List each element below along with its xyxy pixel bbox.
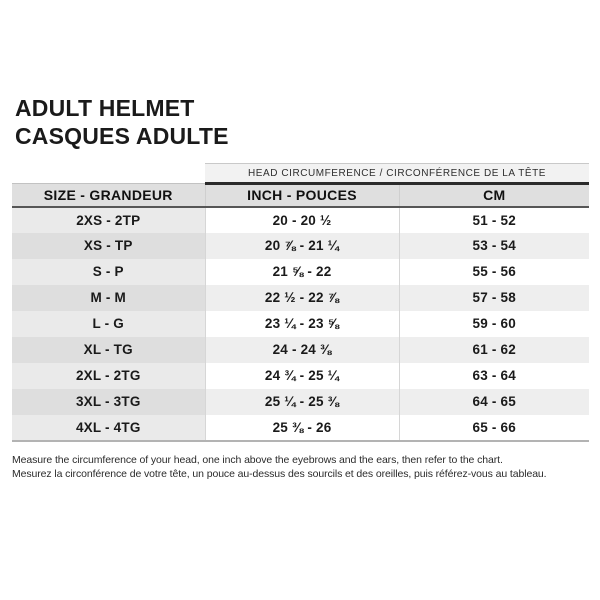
- size-chart-table: HEAD CIRCUMFERENCE / CIRCONFÉRENCE DE LA…: [12, 163, 589, 442]
- size-cell: M - M: [12, 284, 205, 311]
- inch-cell: 20 - 20 ½: [204, 206, 399, 233]
- column-header-inch: INCH - POUCES: [204, 183, 399, 208]
- inch-cell: 22 ½ - 22 ⅞: [204, 284, 399, 311]
- inch-cell: 23 ¼ - 23 ⅝: [204, 310, 399, 337]
- size-cell: 2XL - 2TG: [12, 362, 205, 389]
- cm-cell: 51 - 52: [398, 206, 589, 233]
- cm-cell: 61 - 62: [398, 336, 589, 363]
- cm-cell: 64 - 65: [398, 388, 589, 415]
- column-header-cm: CM: [398, 183, 589, 208]
- table-row: 2XS - 2TP 20 - 20 ½ 51 - 52: [12, 206, 589, 233]
- column-header-size: SIZE - GRANDEUR: [12, 183, 205, 208]
- table-row: XL - TG 24 - 24 ⅜ 61 - 62: [12, 336, 589, 363]
- size-cell: XS - TP: [12, 232, 205, 259]
- table-row: M - M 22 ½ - 22 ⅞ 57 - 58: [12, 284, 589, 311]
- inch-cell: 20 ⅞ - 21 ¼: [204, 232, 399, 259]
- size-cell: L - G: [12, 310, 205, 337]
- cm-cell: 65 - 66: [398, 414, 589, 442]
- size-cell: 2XS - 2TP: [12, 206, 205, 233]
- inch-cell: 21 ⅝ - 22: [204, 258, 399, 285]
- cm-cell: 63 - 64: [398, 362, 589, 389]
- size-cell: S - P: [12, 258, 205, 285]
- cm-cell: 55 - 56: [398, 258, 589, 285]
- cm-cell: 57 - 58: [398, 284, 589, 311]
- table-row: L - G 23 ¼ - 23 ⅝ 59 - 60: [12, 310, 589, 337]
- title-line-fr: CASQUES ADULTE: [15, 123, 229, 149]
- inch-cell: 24 - 24 ⅜: [204, 336, 399, 363]
- title-line-en: ADULT HELMET: [15, 95, 195, 121]
- inch-cell: 25 ¼ - 25 ⅜: [204, 388, 399, 415]
- empty-corner-cell: [12, 163, 205, 184]
- table-header-row: SIZE - GRANDEUR INCH - POUCES CM: [12, 183, 589, 208]
- size-cell: XL - TG: [12, 336, 205, 363]
- size-cell: 3XL - 3TG: [12, 388, 205, 415]
- table-row: S - P 21 ⅝ - 22 55 - 56: [12, 258, 589, 285]
- head-circumference-header: HEAD CIRCUMFERENCE / CIRCONFÉRENCE DE LA…: [205, 163, 589, 185]
- cm-cell: 53 - 54: [398, 232, 589, 259]
- page-title: ADULT HELMET CASQUES ADULTE: [15, 94, 588, 150]
- span-header-row: HEAD CIRCUMFERENCE / CIRCONFÉRENCE DE LA…: [12, 163, 589, 185]
- table-row: 4XL - 4TG 25 ⅜ - 26 65 - 66: [12, 414, 589, 442]
- inch-cell: 24 ¾ - 25 ¼: [204, 362, 399, 389]
- instruction-line-en: Measure the circumference of your head, …: [12, 453, 503, 466]
- cm-cell: 59 - 60: [398, 310, 589, 337]
- table-row: XS - TP 20 ⅞ - 21 ¼ 53 - 54: [12, 232, 589, 259]
- size-cell: 4XL - 4TG: [12, 414, 205, 442]
- measure-instructions: Measure the circumference of your head, …: [12, 453, 588, 482]
- inch-cell: 25 ⅜ - 26: [204, 414, 399, 442]
- table-row: 3XL - 3TG 25 ¼ - 25 ⅜ 64 - 65: [12, 388, 589, 415]
- instruction-line-fr: Mesurez la circonférence de votre tête, …: [12, 468, 547, 480]
- table-row: 2XL - 2TG 24 ¾ - 25 ¼ 63 - 64: [12, 362, 589, 389]
